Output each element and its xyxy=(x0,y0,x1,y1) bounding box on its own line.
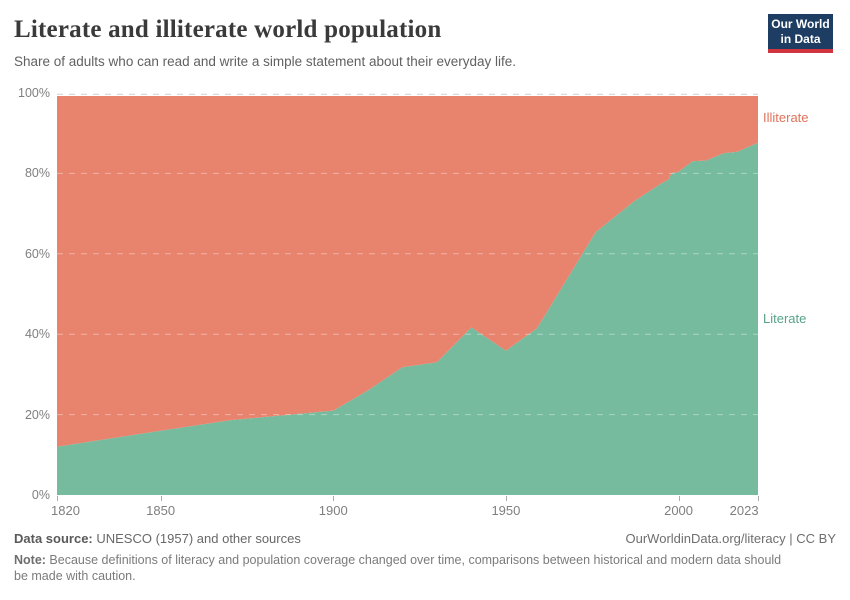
x-axis-label-1950: 1950 xyxy=(491,503,521,518)
chart-footer: Data source: UNESCO (1957) and other sou… xyxy=(14,531,836,546)
x-axis-tick-2023 xyxy=(758,496,759,501)
y-axis-label-0%: 0% xyxy=(31,488,50,502)
x-axis-tick-2000 xyxy=(678,496,680,501)
y-axis-label-40%: 40% xyxy=(24,327,50,342)
page-title: Literate and illiterate world population xyxy=(14,16,442,43)
x-axis-label-2023: 2023 xyxy=(729,503,759,518)
chart-note: Note: Because definitions of literacy an… xyxy=(14,552,798,584)
x-axis-label-1850: 1850 xyxy=(146,503,176,518)
chart-subtitle: Share of adults who can read and write a… xyxy=(14,54,517,69)
x-axis-tick-1850 xyxy=(160,496,162,501)
owid-logo-line1: Our World xyxy=(771,17,830,31)
note-value: Because definitions of literacy and popu… xyxy=(14,553,782,583)
y-axis-label-60%: 60% xyxy=(24,246,50,261)
data-source-label: Data source: xyxy=(14,531,93,546)
y-axis-label-20%: 20% xyxy=(24,407,50,422)
x-axis-label-2000: 2000 xyxy=(664,503,694,518)
y-axis-label-80%: 80% xyxy=(24,166,50,181)
x-axis-label-1900: 1900 xyxy=(318,503,348,518)
area-literate xyxy=(57,142,758,495)
y-axis-label-100%: 100% xyxy=(18,86,50,100)
data-source-value: UNESCO (1957) and other sources xyxy=(92,531,301,546)
series-label-illiterate: Illiterate xyxy=(763,109,809,125)
owid-logo: Our World in Data xyxy=(768,14,833,53)
area-illiterate xyxy=(57,96,758,447)
x-axis-tick-1900 xyxy=(333,496,335,501)
x-axis-label-1820: 1820 xyxy=(51,503,80,518)
owid-logo-line2: in Data xyxy=(780,32,821,46)
data-source: Data source: UNESCO (1957) and other sou… xyxy=(14,531,301,546)
plot-area xyxy=(57,93,758,495)
owid-url-license: OurWorldinData.org/literacy | CC BY xyxy=(625,531,836,546)
note-label: Note: xyxy=(14,553,46,567)
x-axis-tick-1950 xyxy=(505,496,507,501)
stacked-area-chart: 0% 20% 40% 60% 80% 100% 1820 1850 1900 1950 2000 20… xyxy=(18,86,809,518)
series-label-literate: Literate xyxy=(763,310,807,326)
x-axis-tick-1820 xyxy=(57,496,58,501)
